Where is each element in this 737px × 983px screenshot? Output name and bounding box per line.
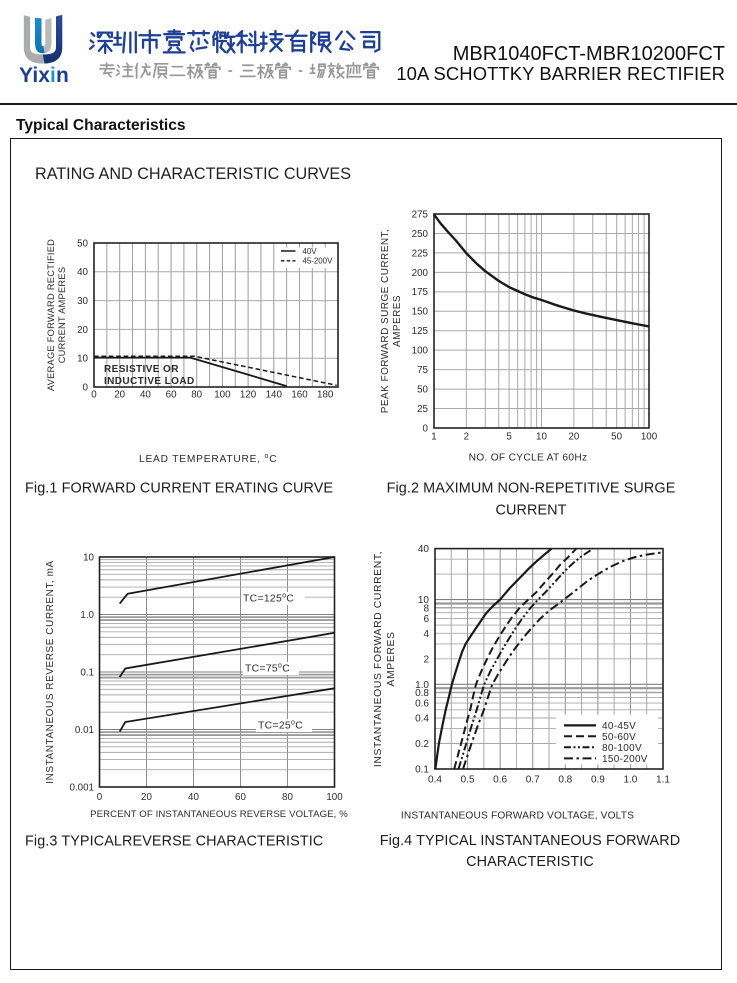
svg-text:10: 10 xyxy=(418,595,430,606)
svg-text:75: 75 xyxy=(417,365,428,376)
svg-text:0.6: 0.6 xyxy=(415,699,429,710)
svg-text:120: 120 xyxy=(240,390,257,401)
svg-text:175: 175 xyxy=(412,287,429,298)
svg-text:100: 100 xyxy=(641,432,658,443)
svg-text:40: 40 xyxy=(140,390,151,401)
svg-text:45-200V: 45-200V xyxy=(303,257,334,266)
svg-text:0.2: 0.2 xyxy=(415,739,429,750)
svg-text:60: 60 xyxy=(166,390,177,401)
svg-text:TC=125oC: TC=125oC xyxy=(243,593,294,605)
svg-text:40: 40 xyxy=(418,544,430,555)
svg-text:20: 20 xyxy=(114,390,125,401)
svg-text:INSTANTANEOUS FORWARD CURRENT,: INSTANTANEOUS FORWARD CURRENT, xyxy=(373,551,384,767)
svg-text:80: 80 xyxy=(191,390,202,401)
svg-text:20: 20 xyxy=(568,432,579,443)
svg-text:RESISTIVE OR: RESISTIVE OR xyxy=(104,364,179,375)
svg-text:160: 160 xyxy=(291,390,308,401)
svg-text:100: 100 xyxy=(214,390,231,401)
svg-text:1.0: 1.0 xyxy=(80,610,94,621)
svg-text:0.01: 0.01 xyxy=(75,725,94,736)
svg-text:20: 20 xyxy=(77,325,88,336)
svg-text:80-100V: 80-100V xyxy=(602,743,642,754)
svg-text:0.4: 0.4 xyxy=(428,775,442,786)
svg-text:80: 80 xyxy=(282,792,293,803)
svg-text:40: 40 xyxy=(188,792,199,803)
svg-text:0: 0 xyxy=(91,390,97,401)
svg-text:5: 5 xyxy=(506,432,512,443)
svg-text:50: 50 xyxy=(611,432,622,443)
svg-text:1.0: 1.0 xyxy=(415,680,429,691)
svg-text:Fig.3 TYPICALREVERSE CHARACTER: Fig.3 TYPICALREVERSE CHARACTERISTIC xyxy=(25,834,323,850)
svg-text:LEAD TEMPERATURE, oC: LEAD TEMPERATURE, oC xyxy=(139,453,277,465)
svg-text:INSTANTANEOUS REVERSE CURRENT,: INSTANTANEOUS REVERSE CURRENT, mA xyxy=(45,560,56,783)
svg-text:4: 4 xyxy=(423,629,429,640)
svg-text:0.6: 0.6 xyxy=(493,775,507,786)
svg-text:0: 0 xyxy=(83,382,89,393)
svg-text:25: 25 xyxy=(417,404,428,415)
svg-text:140: 140 xyxy=(266,390,283,401)
svg-text:0.001: 0.001 xyxy=(69,782,94,793)
svg-text:10: 10 xyxy=(83,552,94,563)
svg-text:40: 40 xyxy=(77,267,88,278)
svg-text:0.5: 0.5 xyxy=(461,775,475,786)
svg-text:0.7: 0.7 xyxy=(526,775,540,786)
svg-text:100: 100 xyxy=(412,346,429,357)
svg-text:0.8: 0.8 xyxy=(415,688,429,699)
svg-text:10: 10 xyxy=(77,354,88,365)
svg-text:40-45V: 40-45V xyxy=(602,721,636,732)
svg-text:30: 30 xyxy=(77,296,88,307)
svg-text:1.0: 1.0 xyxy=(623,775,637,786)
svg-text:0.4: 0.4 xyxy=(415,714,429,725)
svg-text:INSTANTANEOUS FORWARD VOLTAGE,: INSTANTANEOUS FORWARD VOLTAGE, VOLTS xyxy=(401,811,634,822)
svg-text:40V: 40V xyxy=(303,247,318,256)
svg-text:Fig.1 FORWARD CURRENT ERATING: Fig.1 FORWARD CURRENT ERATING CURVE xyxy=(25,481,333,497)
svg-text:250: 250 xyxy=(412,229,429,240)
svg-text:NO. OF CYCLE AT 60Hz: NO. OF CYCLE AT 60Hz xyxy=(469,453,588,464)
svg-text:1.1: 1.1 xyxy=(656,775,670,786)
svg-text:50: 50 xyxy=(417,385,428,396)
svg-text:Fig.2 MAXIMUM NON-REPETITIVE S: Fig.2 MAXIMUM NON-REPETITIVE SURGE xyxy=(387,481,676,497)
svg-text:PEAK FORWARD SURGE CURRENT,: PEAK FORWARD SURGE CURRENT, xyxy=(380,229,391,413)
svg-text:10: 10 xyxy=(536,432,547,443)
svg-text:0.1: 0.1 xyxy=(415,765,429,776)
svg-text:6: 6 xyxy=(423,614,429,625)
svg-text:100: 100 xyxy=(326,792,343,803)
svg-text:AMPERES: AMPERES xyxy=(392,295,403,347)
svg-text:180: 180 xyxy=(317,390,334,401)
svg-text:2: 2 xyxy=(464,432,469,443)
svg-text:60: 60 xyxy=(235,792,246,803)
svg-text:CURRENT: CURRENT xyxy=(495,503,566,519)
svg-text:AMPERES: AMPERES xyxy=(386,631,397,686)
svg-text:PERCENT OF INSTANTANEOUS REVER: PERCENT OF INSTANTANEOUS REVERSE VOLTAGE… xyxy=(90,809,348,820)
svg-text:125: 125 xyxy=(412,326,429,337)
svg-text:1: 1 xyxy=(431,432,436,443)
svg-text:50: 50 xyxy=(77,238,88,249)
svg-text:275: 275 xyxy=(412,209,429,220)
svg-text:0.8: 0.8 xyxy=(558,775,572,786)
svg-text:50-60V: 50-60V xyxy=(602,732,636,743)
svg-text:150-200V: 150-200V xyxy=(602,754,648,765)
svg-text:0.9: 0.9 xyxy=(591,775,605,786)
svg-text:CURRENT AMPERES: CURRENT AMPERES xyxy=(57,267,67,364)
svg-text:INDUCTIVE LOAD: INDUCTIVE LOAD xyxy=(104,376,195,387)
svg-text:0: 0 xyxy=(97,792,103,803)
svg-text:200: 200 xyxy=(412,268,429,279)
svg-text:0.1: 0.1 xyxy=(80,667,94,678)
svg-text:150: 150 xyxy=(412,307,429,318)
svg-text:2: 2 xyxy=(423,654,429,665)
svg-text:20: 20 xyxy=(141,792,152,803)
svg-text:0: 0 xyxy=(423,423,429,434)
svg-text:8: 8 xyxy=(423,603,429,614)
svg-text:Fig.4 TYPICAL INSTANTANEOUS FO: Fig.4 TYPICAL INSTANTANEOUS FORWARD xyxy=(380,833,680,849)
svg-text:TC=25oC: TC=25oC xyxy=(258,720,303,732)
svg-text:CHARACTERISTIC: CHARACTERISTIC xyxy=(466,854,594,870)
svg-text:AVERAGE FORWARD RECTIFIED: AVERAGE FORWARD RECTIFIED xyxy=(46,239,56,391)
svg-text:225: 225 xyxy=(412,248,429,259)
svg-text:TC=75oC: TC=75oC xyxy=(245,663,290,675)
